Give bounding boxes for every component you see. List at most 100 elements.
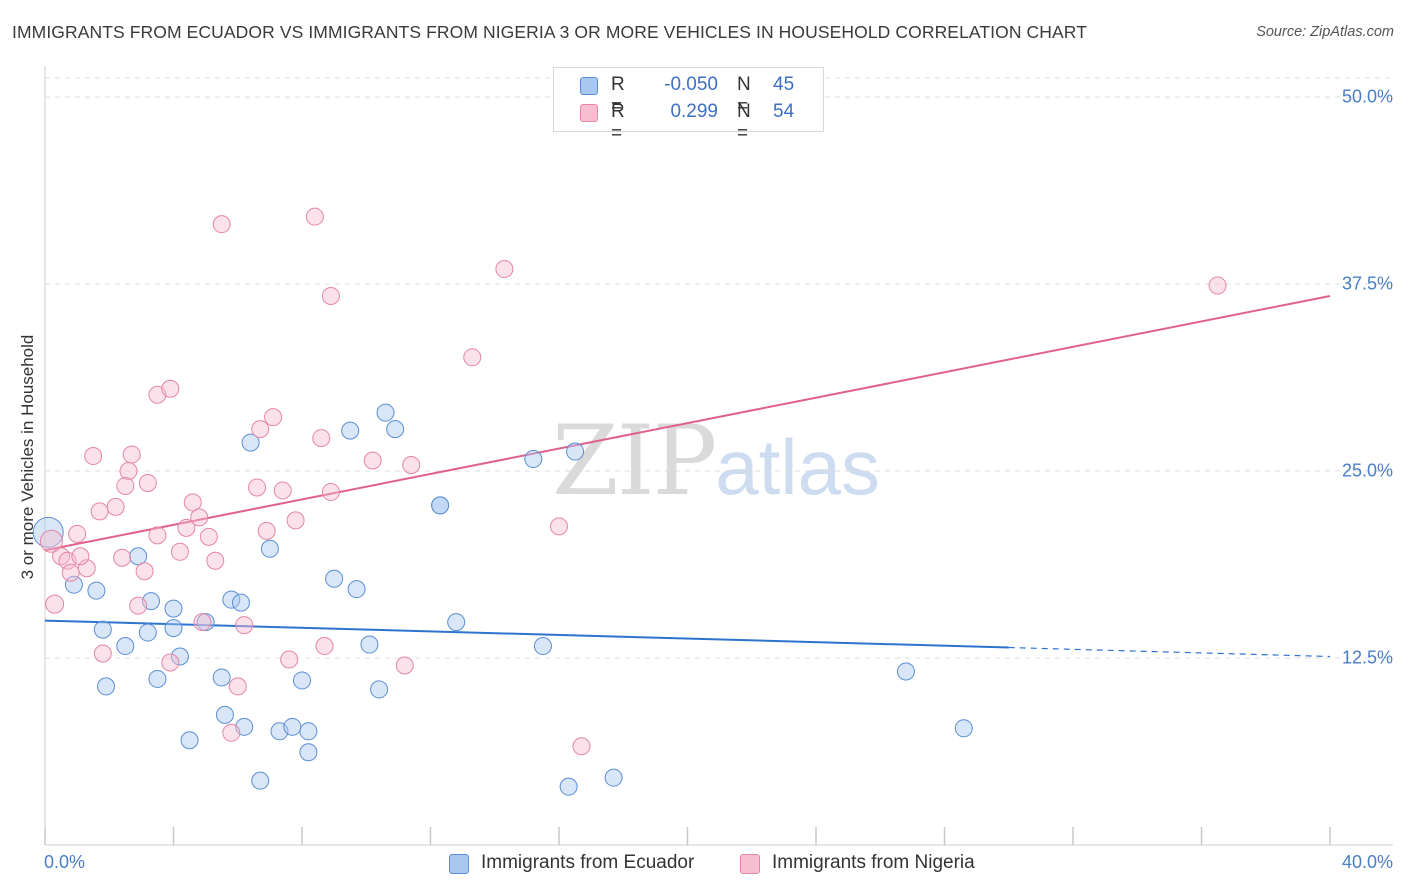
point-nigeria [273, 481, 292, 500]
point-nigeria [116, 476, 135, 495]
point-ecuador [566, 442, 585, 461]
point-ecuador [129, 547, 148, 566]
chart-title: IMMIGRANTS FROM ECUADOR VS IMMIGRANTS FR… [12, 22, 1088, 42]
point-nigeria [257, 521, 276, 540]
point-nigeria [235, 616, 254, 635]
point-ecuador [293, 671, 311, 690]
point-ecuador [148, 669, 167, 688]
point-nigeria [106, 497, 125, 516]
point-nigeria [183, 493, 202, 512]
watermark-atlas: atlas [715, 423, 880, 511]
point-ecuador [116, 637, 135, 656]
point-nigeria [129, 596, 148, 615]
point-ecuador [251, 771, 270, 790]
point-nigeria [248, 478, 267, 497]
point-nigeria [312, 429, 331, 448]
chart-source: Source: ZipAtlas.com [1256, 24, 1394, 40]
point-ecuador [164, 619, 183, 638]
trend-line-ecuador [44, 619, 1009, 649]
point-nigeria [39, 529, 63, 553]
point-ecuador [231, 593, 250, 612]
point-nigeria [71, 547, 90, 566]
legend-r-value: 0.299 [670, 101, 718, 122]
y-tick-label: 12.5% [1341, 647, 1393, 668]
point-nigeria [161, 379, 180, 398]
point-ecuador [283, 717, 302, 736]
point-nigeria [495, 260, 514, 279]
trend-line-ecuador-extension [1008, 646, 1331, 658]
point-nigeria [170, 542, 189, 561]
point-ecuador [360, 635, 379, 654]
x-tick-label-min: 0.0% [44, 852, 86, 872]
point-nigeria [161, 653, 180, 672]
point-nigeria [402, 456, 421, 475]
legend-swatch-ecuador [449, 854, 469, 874]
data-points [32, 207, 1227, 796]
point-nigeria [190, 508, 209, 527]
legend-r-label: R = [611, 101, 625, 144]
point-ecuador [215, 705, 234, 724]
point-ecuador [64, 575, 83, 594]
point-nigeria [52, 547, 71, 566]
legend-r-value: -0.050 [664, 74, 718, 95]
point-nigeria [463, 348, 482, 367]
point-nigeria [122, 445, 141, 464]
point-nigeria [113, 548, 132, 567]
legend-swatch-nigeria [580, 104, 598, 122]
point-ecuador [559, 777, 578, 796]
point-ecuador [222, 590, 241, 609]
point-nigeria [251, 420, 270, 439]
point-ecuador [447, 613, 466, 632]
point-nigeria [321, 286, 340, 305]
point-nigeria [119, 462, 138, 480]
point-ecuador [954, 719, 973, 738]
point-nigeria [280, 650, 299, 669]
y-axis-label: 3 or more Vehicles in Household [18, 334, 37, 580]
point-nigeria [395, 656, 414, 675]
point-ecuador [180, 731, 199, 750]
point-nigeria [199, 527, 218, 546]
point-nigeria [315, 637, 334, 656]
point-ecuador [431, 496, 450, 515]
point-nigeria [321, 482, 340, 501]
point-ecuador [212, 668, 231, 687]
point-nigeria [61, 563, 80, 582]
point-ecuador [370, 680, 389, 699]
legend-n-value: 54 [773, 101, 795, 122]
point-nigeria [148, 526, 167, 545]
legend-label-ecuador: Immigrants from Ecuador [481, 852, 695, 873]
legend-n-label: N = [737, 101, 751, 144]
legend-n-label: N = [737, 74, 751, 117]
point-ecuador [87, 581, 106, 600]
legend-r-label: R = [611, 74, 625, 117]
point-ecuador [341, 421, 360, 440]
point-nigeria [135, 562, 154, 581]
point-nigeria [550, 517, 568, 536]
legend-n-value: 45 [773, 74, 795, 95]
point-ecuador [97, 677, 116, 696]
point-nigeria [228, 677, 247, 696]
point-ecuador [325, 569, 344, 588]
point-ecuador [138, 623, 157, 642]
point-ecuador [533, 637, 552, 656]
point-nigeria [45, 594, 65, 614]
point-nigeria [138, 473, 157, 492]
point-ecuador [93, 620, 112, 639]
legend-label-nigeria: Immigrants from Nigeria [772, 852, 975, 873]
point-ecuador [260, 539, 279, 558]
y-tick-label: 37.5% [1341, 273, 1393, 294]
trend-line-nigeria [44, 294, 1331, 552]
point-ecuador [386, 420, 405, 439]
point-nigeria [286, 511, 305, 530]
point-ecuador [376, 403, 395, 422]
point-nigeria [77, 559, 96, 578]
axes [44, 66, 1393, 846]
legend-swatch-ecuador [580, 77, 598, 95]
point-ecuador [604, 768, 623, 787]
point-nigeria [363, 451, 382, 470]
point-nigeria [84, 447, 103, 466]
point-ecuador [299, 722, 318, 741]
point-nigeria [206, 551, 225, 570]
point-ecuador [241, 433, 260, 452]
